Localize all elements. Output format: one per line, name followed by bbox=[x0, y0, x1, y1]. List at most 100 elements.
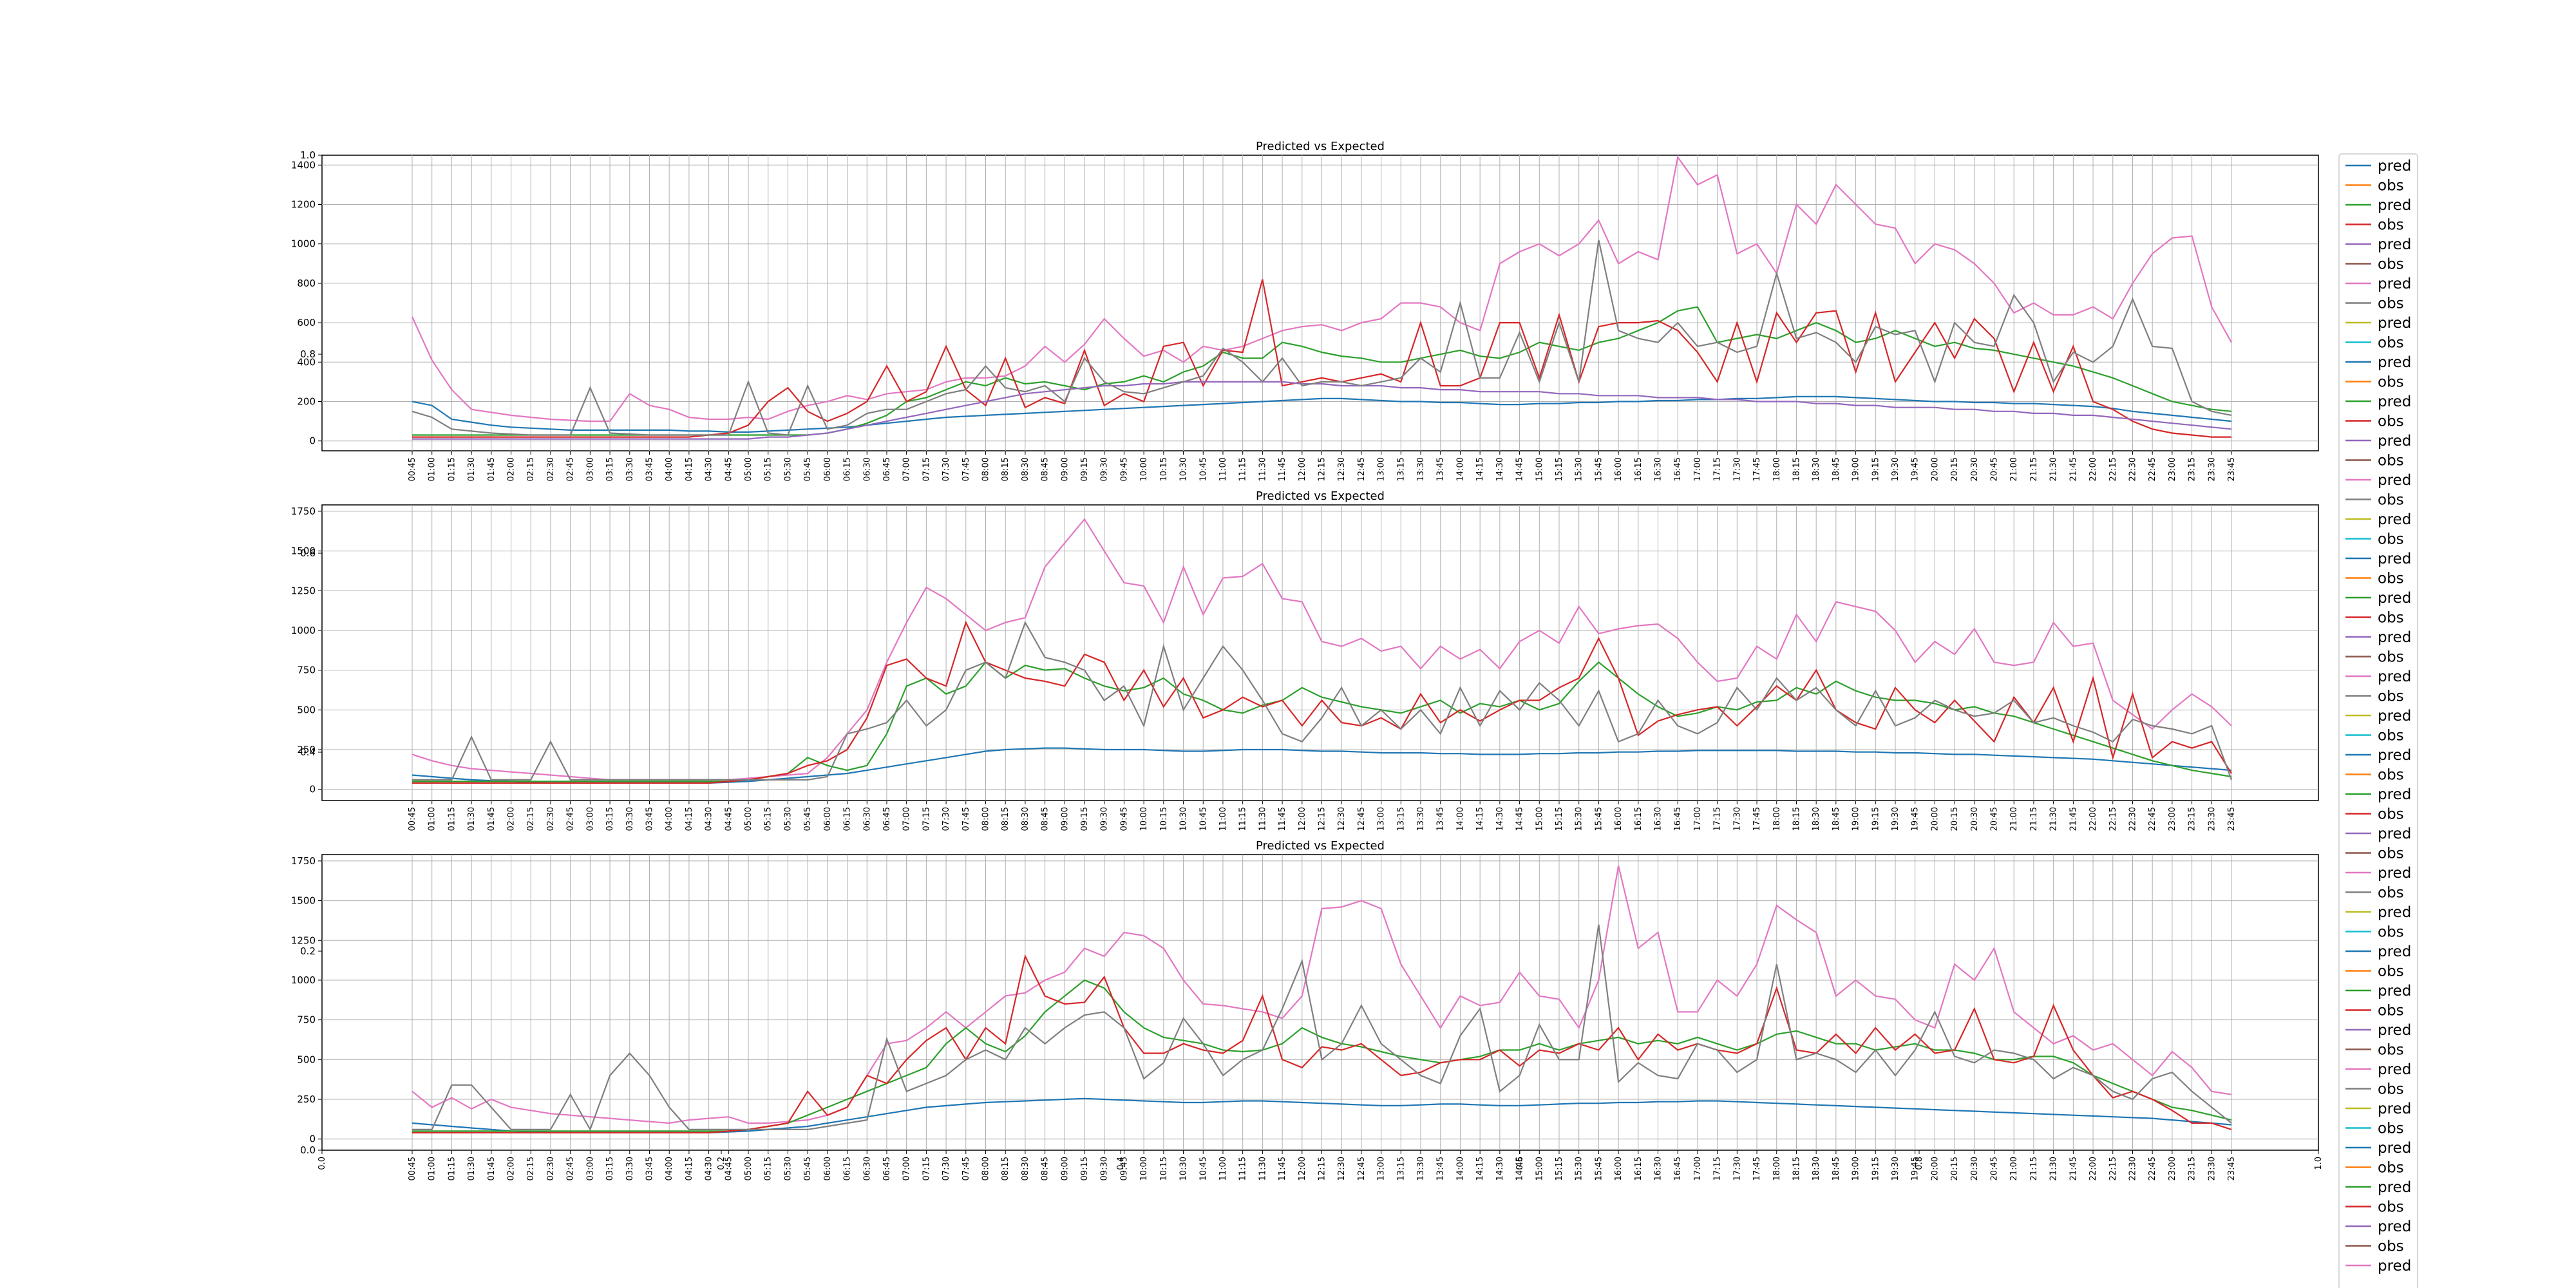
chart-panel-2: 00:45 01:00 01:15 01:30 01:45 02:00 02:15 02:30… bbox=[291, 489, 2319, 831]
x-tick-label: 17:30 bbox=[1732, 1157, 1742, 1180]
overlay-y-tick-label: 0.0 bbox=[300, 1144, 316, 1156]
x-tick-label: 12:00 bbox=[1298, 457, 1307, 481]
legend-item: obs bbox=[2345, 610, 2404, 627]
x-tick-label: 18:45 bbox=[1832, 807, 1841, 831]
legend-label: pred bbox=[2378, 826, 2411, 842]
legend-label: pred bbox=[2378, 983, 2411, 999]
legend-frame bbox=[2338, 153, 2418, 1288]
x-tick-label: 01:15 bbox=[447, 1157, 457, 1180]
x-tick-label: 22:30 bbox=[2128, 457, 2137, 481]
x-tick-label: 05:45 bbox=[803, 1157, 813, 1180]
x-tick-label: 03:45 bbox=[645, 807, 654, 831]
x-tick-label: 15:15 bbox=[1555, 807, 1564, 831]
x-tick-label: 18:30 bbox=[1812, 807, 1821, 831]
x-tick-label: 04:00 bbox=[665, 1157, 674, 1180]
x-tick-label: 11:00 bbox=[1218, 1157, 1228, 1180]
x-tick-label: 04:30 bbox=[705, 457, 714, 481]
x-tick-label: 11:00 bbox=[1218, 807, 1228, 831]
x-tick-label: 05:45 bbox=[803, 457, 813, 481]
x-tick-label: 08:45 bbox=[1041, 807, 1050, 831]
legend-label: obs bbox=[2378, 217, 2404, 234]
x-tick-label: 07:45 bbox=[961, 807, 971, 831]
x-tick-label: 07:00 bbox=[902, 807, 912, 831]
legend-label: pred bbox=[2378, 511, 2411, 528]
legend-item: obs bbox=[2345, 728, 2404, 744]
x-tick-label: 08:30 bbox=[1021, 457, 1030, 481]
x-tick-label: 20:00 bbox=[1930, 807, 1940, 831]
x-tick-label: 12:15 bbox=[1318, 807, 1327, 831]
x-tick-label: 02:15 bbox=[526, 457, 536, 481]
legend-item: obs bbox=[2345, 374, 2404, 391]
x-tick-label: 06:15 bbox=[843, 457, 853, 481]
x-tick-label: 20:30 bbox=[1970, 1157, 1980, 1180]
x-tick-label: 22:45 bbox=[2148, 457, 2157, 481]
overlay-axis: 1.0 0.8 0.6 0.4 0.2 0.00.0 0.2 0.4 0.6 0.8 1.0 bbox=[300, 149, 2324, 1170]
legend-label: pred bbox=[2378, 276, 2411, 292]
x-tick-label: 05:15 bbox=[764, 457, 773, 481]
x-tick-label: 15:45 bbox=[1594, 457, 1604, 481]
x-tick-label: 19:00 bbox=[1852, 807, 1861, 831]
legend-item: obs bbox=[2345, 453, 2404, 469]
x-tick-label: 13:45 bbox=[1436, 1157, 1446, 1180]
x-tick-label: 21:30 bbox=[2049, 1157, 2059, 1180]
x-tick-label: 01:45 bbox=[487, 1157, 497, 1180]
overlay-x-tick-label: 0.6 bbox=[1515, 1157, 1525, 1170]
x-tick-label: 15:30 bbox=[1575, 1157, 1584, 1180]
series-line-1 bbox=[412, 395, 2232, 433]
legend-label: obs bbox=[2378, 374, 2404, 391]
x-tick-label: 05:15 bbox=[764, 1157, 773, 1180]
x-tick-label: 07:30 bbox=[942, 1157, 951, 1180]
x-tick-label: 21:15 bbox=[2029, 807, 2039, 831]
x-tick-label: 12:00 bbox=[1298, 807, 1307, 831]
x-tick-label: 22:15 bbox=[2108, 1157, 2118, 1180]
x-tick-label: 19:30 bbox=[1891, 1157, 1900, 1180]
legend-label: obs bbox=[2378, 1081, 2404, 1098]
legend-label: obs bbox=[2378, 767, 2404, 784]
x-tick-label: 14:00 bbox=[1455, 807, 1465, 831]
x-tick-label: 18:45 bbox=[1832, 1157, 1841, 1180]
legend-item: obs bbox=[2345, 846, 2404, 862]
x-tick-label: 21:45 bbox=[2069, 457, 2078, 481]
x-tick-label: 17:45 bbox=[1752, 457, 1762, 481]
x-tick-label: 23:45 bbox=[2227, 807, 2237, 831]
legend-item: obs bbox=[2345, 1042, 2404, 1059]
legend-label: pred bbox=[2378, 551, 2411, 567]
x-tick-label: 14:30 bbox=[1495, 457, 1505, 481]
x-tick-label: 09:15 bbox=[1080, 1157, 1090, 1180]
x-tick-label: 09:00 bbox=[1060, 1157, 1070, 1180]
x-tick-label: 08:15 bbox=[1001, 457, 1010, 481]
x-tick-label: 04:15 bbox=[685, 1157, 694, 1180]
x-tick-label: 14:00 bbox=[1455, 457, 1465, 481]
x-tick-label: 16:30 bbox=[1654, 1157, 1663, 1180]
x-tick-label: 03:45 bbox=[645, 1157, 654, 1180]
x-tick-label: 20:15 bbox=[1950, 1157, 1960, 1180]
legend-item: obs bbox=[2345, 688, 2404, 705]
x-tick-label: 12:30 bbox=[1337, 1157, 1347, 1180]
legend-label: pred bbox=[2378, 629, 2411, 646]
x-tick-label: 14:00 bbox=[1455, 1157, 1465, 1180]
legend-item: pred bbox=[2345, 315, 2411, 332]
overlay-x-tick-label: 1.0 bbox=[2314, 1157, 2324, 1170]
x-tick-label: 03:45 bbox=[645, 457, 654, 481]
y-tick-label: 1000 bbox=[291, 625, 316, 636]
y-tick-label: 1500 bbox=[291, 895, 316, 907]
legend-item: obs bbox=[2345, 1160, 2404, 1177]
x-tick-label: 05:15 bbox=[764, 807, 773, 831]
x-tick-label: 09:00 bbox=[1060, 807, 1070, 831]
x-tick-label: 20:15 bbox=[1950, 457, 1960, 481]
axes-frame bbox=[321, 854, 2319, 1151]
legend-label: obs bbox=[2378, 1238, 2404, 1255]
x-tick-label: 10:30 bbox=[1179, 807, 1189, 831]
legend-label: pred bbox=[2378, 865, 2411, 882]
x-tick-label: 14:45 bbox=[1515, 457, 1525, 481]
legend-item: pred bbox=[2345, 1101, 2411, 1117]
x-tick-label: 19:00 bbox=[1852, 1157, 1861, 1180]
legend-label: obs bbox=[2378, 413, 2404, 430]
x-tick-label: 09:45 bbox=[1119, 457, 1129, 481]
x-tick-label: 21:45 bbox=[2069, 1157, 2078, 1180]
x-tick-label: 10:00 bbox=[1139, 1157, 1149, 1180]
x-tick-label: 14:30 bbox=[1495, 807, 1505, 831]
x-tick-label: 07:45 bbox=[961, 457, 971, 481]
x-tick-label: 16:30 bbox=[1654, 807, 1663, 831]
y-tick-label: 400 bbox=[297, 356, 316, 368]
